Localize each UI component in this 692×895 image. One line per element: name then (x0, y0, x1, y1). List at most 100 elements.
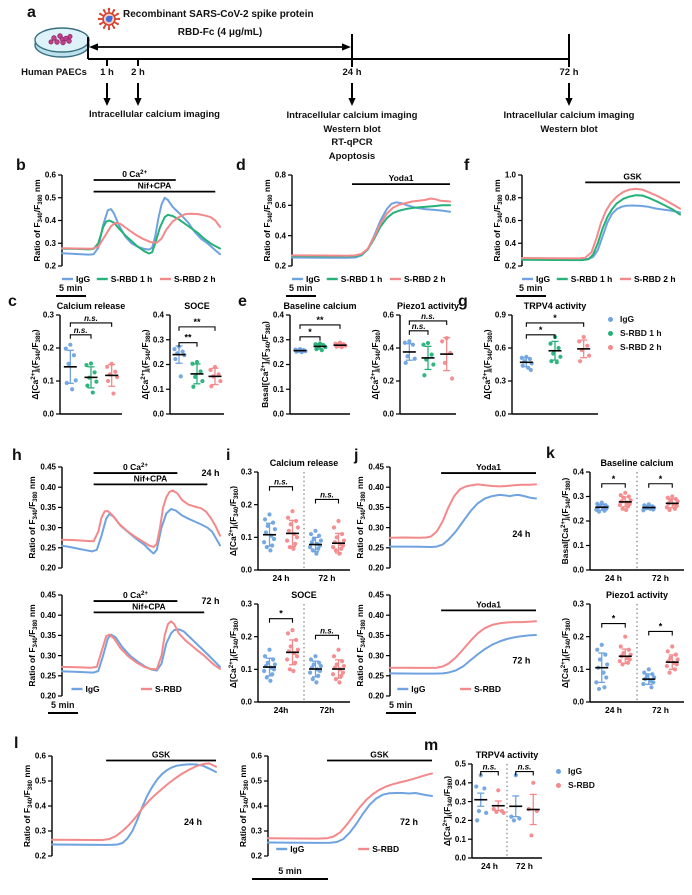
y-tick-label: 0.1 (273, 385, 285, 394)
y-tick-label: 0.45 (368, 591, 384, 600)
data-point (318, 663, 323, 669)
y-tick-label: 0.3 (43, 311, 55, 320)
y-tick-label: 0.6 (275, 201, 287, 210)
series-S-RBD (267, 772, 433, 840)
treatment-span-arrow (89, 43, 351, 51)
y-tick-label: 0.30 (368, 523, 384, 532)
sig-label: * (659, 621, 663, 631)
data-point (331, 545, 336, 550)
data-point (664, 663, 669, 669)
data-point (617, 502, 622, 508)
legend-label: IgG (85, 684, 100, 694)
y-tick-label: 0.6 (495, 344, 507, 353)
data-point (271, 536, 277, 542)
data-point (625, 660, 631, 665)
sig-label: n.s. (412, 322, 426, 331)
data-point (268, 678, 273, 683)
y-axis-label: Ratio of F340/F380 nm (356, 476, 367, 559)
data-point (308, 670, 313, 675)
baseline-calcium-scatter-k: 0.0 0.1 0.2 0.3 0.4 Basal[Ca2+]i(F340/F380) Ba… (544, 458, 690, 588)
data-point (337, 680, 342, 685)
timepoint-24h: 24 h (342, 67, 362, 78)
x-tick-label: 72 h (318, 573, 335, 583)
panel-label-m: m (424, 737, 439, 754)
data-point (621, 650, 626, 656)
stimulus-bar-label: 0 Ca2+ (122, 169, 147, 179)
data-point (599, 642, 604, 647)
data-point (517, 816, 522, 821)
late-assays-list: Intracellular calcium imaging Western blo… (489, 109, 649, 136)
y-tick-label: 0.0 (495, 410, 507, 419)
cells-label: Human PAECs (21, 67, 87, 78)
data-point (519, 355, 524, 360)
time-label: 72 h (202, 596, 220, 606)
yoda1-trace-72h-chart-j: 0.20 0.25 0.30 0.35 0.40 0.45 Ratio of F340/F3… (356, 586, 540, 712)
timeline-graphic (34, 7, 573, 106)
timepoint-2h: 2 h (131, 67, 145, 78)
data-point (314, 347, 319, 352)
y-tick-label: 0.1 (241, 665, 253, 674)
data-point (262, 517, 268, 522)
chart-title: TRPV4 activity (476, 750, 539, 760)
y-tick-label: 0.4 (455, 779, 467, 788)
sig-label: n.s. (84, 314, 98, 323)
data-point (554, 360, 559, 365)
soce-scatter-i: 0.0 0.1 0.2 0.3 Δ[Ca2+]i(F340/F380) SOCE * n.s.… (228, 590, 358, 720)
y-tick-label: 0.5 (455, 760, 467, 769)
stimulus-bar-label: GSK (623, 171, 642, 181)
data-point (577, 359, 583, 364)
y-tick-label: 0.3 (35, 827, 47, 836)
y-tick-label: 0.45 (368, 463, 384, 472)
legend-label: S-RBD (155, 684, 182, 694)
chart-title: Calcium release (270, 458, 339, 468)
x-tick-label: 24 h (605, 705, 622, 715)
data-point (667, 670, 672, 675)
data-point (482, 786, 487, 791)
y-tick-label: 0.2 (241, 500, 253, 509)
series-IgG (51, 763, 217, 846)
x-tick-label: 72 h (652, 705, 669, 715)
sig-label: * (308, 327, 312, 337)
data-point (511, 818, 517, 823)
scatter-chart-svg: 0.0 0.1 0.2 0.3Δ[Ca2+]i(F340/F380) Calcium r… (228, 458, 350, 583)
data-point (316, 546, 321, 551)
y-tick-label: 0.8 (505, 193, 517, 202)
data-point (429, 352, 434, 357)
series-IgG (389, 634, 537, 675)
y-tick-label: 0.6 (251, 752, 263, 761)
data-point (651, 507, 656, 512)
y-tick-label: 0.4 (273, 311, 285, 320)
y-tick-label: 0.4 (275, 231, 287, 240)
assay-item: RT-qPCR (331, 137, 373, 148)
sig-label: ** (316, 315, 324, 325)
sig-bracket (480, 770, 499, 776)
data-point (581, 334, 586, 340)
y-axis-label: Δ[Ca2+]i(F340/F380) (560, 618, 572, 688)
gsk-trace-24h-chart-l: 0.2 0.3 0.4 0.5 0.6 Ratio of F340/F380 nm GSK 2… (12, 746, 224, 868)
data-point (650, 672, 655, 677)
y-tick-label: 0.45 (40, 463, 56, 472)
data-point (291, 668, 296, 674)
data-point (111, 391, 116, 396)
data-point (551, 351, 556, 356)
y-tick-label: 0.1 (241, 533, 253, 542)
data-point (599, 500, 604, 505)
stimulus-bar-label: GSK (370, 750, 389, 760)
y-tick-label: 0.3 (241, 600, 253, 609)
data-point (318, 538, 323, 543)
data-point (294, 637, 299, 643)
timepoint-arrows (106, 83, 570, 98)
y-axis-label: Ratio of F340/F380 nm (356, 604, 367, 687)
data-point (604, 675, 609, 680)
y-tick-label: 0.20 (368, 564, 384, 573)
data-point (310, 677, 315, 682)
y-tick-label: 0.25 (368, 544, 384, 553)
series-S-RBD (389, 620, 537, 669)
y-axis-label: Ratio of F340/F380 nm (22, 764, 34, 847)
calcium-trace-24h-chart-h: 0.20 0.25 0.30 0.35 0.40 0.45 Ratio of F340/F3… (14, 458, 228, 584)
y-tick-label: 0.1 (573, 665, 585, 674)
sig-label: n.s. (320, 490, 334, 499)
legend-label: IgG (568, 766, 583, 776)
petri-dish-icon (34, 27, 90, 58)
